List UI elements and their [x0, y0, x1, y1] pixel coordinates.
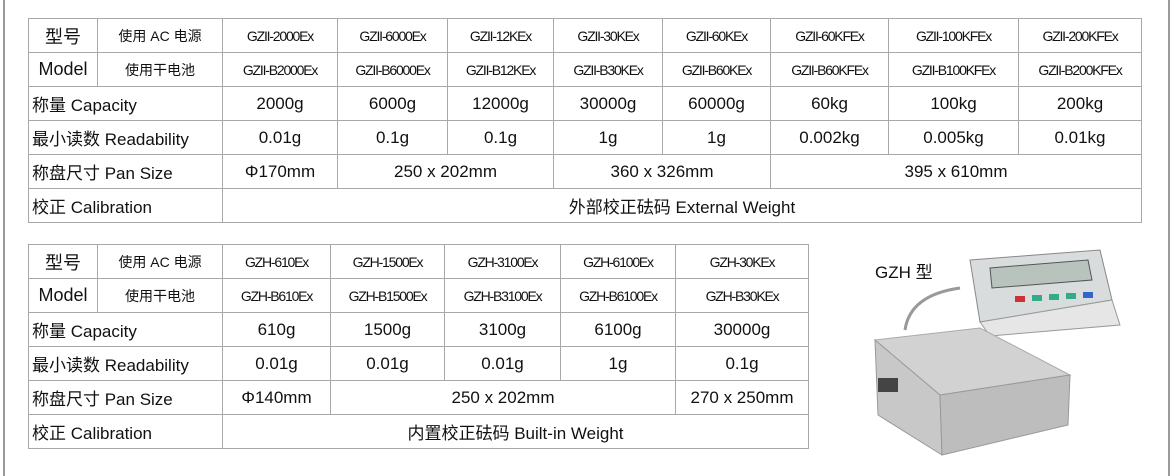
value-cell: 1g [662, 120, 771, 155]
value-cell: 外部校正砝码 External Weight [222, 188, 1142, 223]
value-cell: 3100g [444, 312, 561, 347]
value-cell: 0.1g [675, 346, 809, 381]
table-row-readability: 最小读数 Readability 0.01g 0.01g 0.01g 1g 0.… [28, 346, 809, 381]
model-cell: GZII-B60KEx [662, 52, 771, 87]
value-cell: 2000g [222, 86, 338, 121]
model-cell: GZH-B1500Ex [330, 278, 445, 313]
readability-label: 最小读数 Readability [28, 120, 223, 155]
ac-power-label: 使用 AC 电源 [97, 244, 223, 279]
readability-label: 最小读数 Readability [28, 346, 223, 381]
value-cell: 360 x 326mm [553, 154, 771, 189]
model-cell: GZH-B30KEx [675, 278, 809, 313]
model-cell: GZII-2000Ex [222, 18, 338, 53]
table-row-readability: 最小读数 Readability 0.01g 0.1g 0.1g 1g 1g 0… [28, 120, 1142, 155]
value-cell: 250 x 202mm [337, 154, 554, 189]
value-cell: 0.01g [330, 346, 445, 381]
value-cell: 6100g [560, 312, 676, 347]
value-cell: 200kg [1018, 86, 1142, 121]
model-cell: GZII-100KFEx [888, 18, 1019, 53]
model-cell: GZII-B100KFEx [888, 52, 1019, 87]
value-cell: 0.01g [222, 346, 331, 381]
model-cell: GZII-60KEx [662, 18, 771, 53]
model-cell: GZII-B200KFEx [1018, 52, 1142, 87]
table-row-capacity: 称量 Capacity 610g 1500g 3100g 6100g 30000… [28, 312, 809, 347]
value-cell: 30000g [553, 86, 663, 121]
value-cell: 12000g [447, 86, 554, 121]
table-row-ac-models: 型号 使用 AC 电源 GZH-610Ex GZH-1500Ex GZH-310… [28, 244, 809, 279]
value-cell: 100kg [888, 86, 1019, 121]
photo-caption: GZH 型 [875, 263, 933, 282]
model-cell: GZII-B6000Ex [337, 52, 448, 87]
model-cell: GZH-1500Ex [330, 244, 445, 279]
model-cell: GZH-3100Ex [444, 244, 561, 279]
value-cell: Φ140mm [222, 380, 331, 415]
model-cell: GZH-B3100Ex [444, 278, 561, 313]
model-cell: GZII-B30KEx [553, 52, 663, 87]
frame-left-border [3, 0, 5, 476]
battery-label: 使用干电池 [97, 52, 223, 87]
value-cell: 0.01kg [1018, 120, 1142, 155]
model-cell: GZII-B60KFEx [770, 52, 889, 87]
value-cell: 0.1g [337, 120, 448, 155]
table-row-capacity: 称量 Capacity 2000g 6000g 12000g 30000g 60… [28, 86, 1142, 121]
model-cell: GZII-6000Ex [337, 18, 448, 53]
model-cell: GZH-30KEx [675, 244, 809, 279]
value-cell: 610g [222, 312, 331, 347]
battery-label: 使用干电池 [97, 278, 223, 313]
value-cell: 0.002kg [770, 120, 889, 155]
model-zh-label: 型号 [28, 18, 98, 53]
pan-size-label: 称盘尺寸 Pan Size [28, 154, 223, 189]
calibration-label: 校正 Calibration [28, 188, 223, 223]
value-cell: 6000g [337, 86, 448, 121]
scale-product-photo [873, 249, 1121, 456]
table-row-calibration: 校正 Calibration 外部校正砝码 External Weight [28, 188, 1142, 223]
model-zh-label: 型号 [28, 244, 98, 279]
value-cell: 60kg [770, 86, 889, 121]
model-cell: GZII-B12KEx [447, 52, 554, 87]
capacity-label: 称量 Capacity [28, 86, 223, 121]
value-cell: 内置校正砝码 Built-in Weight [222, 414, 809, 449]
model-cell: GZII-B2000Ex [222, 52, 338, 87]
value-cell: 250 x 202mm [330, 380, 676, 415]
table-row-pan-size: 称盘尺寸 Pan Size Φ140mm 250 x 202mm 270 x 2… [28, 380, 809, 415]
value-cell: 395 x 610mm [770, 154, 1142, 189]
frame-right-border [1168, 0, 1170, 476]
value-cell: 0.005kg [888, 120, 1019, 155]
value-cell: Φ170mm [222, 154, 338, 189]
model-cell: GZII-30KEx [553, 18, 663, 53]
pan-size-label: 称盘尺寸 Pan Size [28, 380, 223, 415]
table-row-battery-models: Model 使用干电池 GZII-B2000Ex GZII-B6000Ex GZ… [28, 52, 1142, 87]
ac-power-label: 使用 AC 电源 [97, 18, 223, 53]
model-en-label: Model [28, 52, 98, 87]
value-cell: 0.01g [444, 346, 561, 381]
model-en-label: Model [28, 278, 98, 313]
model-cell: GZH-6100Ex [560, 244, 676, 279]
model-cell: GZH-B610Ex [222, 278, 331, 313]
table-row-ac-models: 型号 使用 AC 电源 GZII-2000Ex GZII-6000Ex GZII… [28, 18, 1142, 53]
model-cell: GZII-60KFEx [770, 18, 889, 53]
value-cell: 1g [553, 120, 663, 155]
value-cell: 0.1g [447, 120, 554, 155]
value-cell: 270 x 250mm [675, 380, 809, 415]
table-row-calibration: 校正 Calibration 内置校正砝码 Built-in Weight [28, 414, 809, 449]
gzii-spec-table: 型号 使用 AC 电源 GZII-2000Ex GZII-6000Ex GZII… [28, 18, 1142, 223]
value-cell: 0.01g [222, 120, 338, 155]
model-cell: GZH-B6100Ex [560, 278, 676, 313]
value-cell: 30000g [675, 312, 809, 347]
value-cell: 1500g [330, 312, 445, 347]
model-cell: GZII-12KEx [447, 18, 554, 53]
value-cell: 1g [560, 346, 676, 381]
gzh-spec-table: 型号 使用 AC 电源 GZH-610Ex GZH-1500Ex GZH-310… [28, 244, 809, 449]
calibration-label: 校正 Calibration [28, 414, 223, 449]
capacity-label: 称量 Capacity [28, 312, 223, 347]
value-cell: 60000g [662, 86, 771, 121]
model-cell: GZH-610Ex [222, 244, 331, 279]
model-cell: GZII-200KFEx [1018, 18, 1142, 53]
table-row-battery-models: Model 使用干电池 GZH-B610Ex GZH-B1500Ex GZH-B… [28, 278, 809, 313]
table-row-pan-size: 称盘尺寸 Pan Size Φ170mm 250 x 202mm 360 x 3… [28, 154, 1142, 189]
